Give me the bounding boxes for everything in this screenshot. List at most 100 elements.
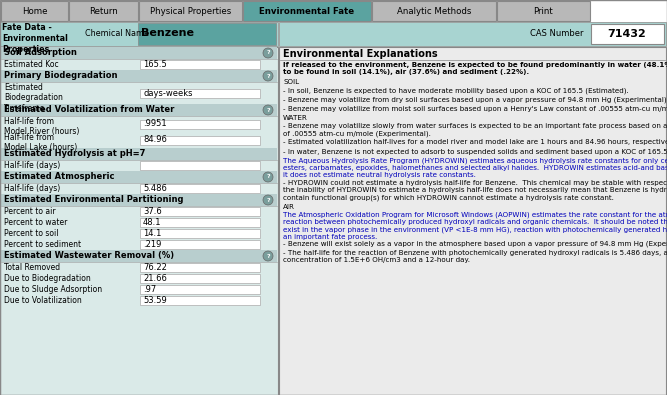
Text: Return: Return <box>89 6 118 15</box>
Bar <box>140 296 260 305</box>
Bar <box>1 148 277 160</box>
Text: ?: ? <box>266 175 270 179</box>
Bar <box>243 1 371 21</box>
Bar <box>140 161 260 170</box>
Text: 165.5: 165.5 <box>143 60 167 69</box>
Bar <box>140 274 260 283</box>
Bar <box>138 23 276 45</box>
Text: Percent to sediment: Percent to sediment <box>4 240 81 249</box>
Bar <box>0 22 278 46</box>
Text: Soil Adsorption: Soil Adsorption <box>4 48 77 57</box>
Text: Estimated Atmospheric: Estimated Atmospheric <box>4 172 115 181</box>
Text: 14.1: 14.1 <box>143 229 161 238</box>
Text: - In soil, Benzene is expected to have moderate mobility based upon a KOC of 165: - In soil, Benzene is expected to have m… <box>283 87 629 94</box>
Text: .219: .219 <box>143 240 161 249</box>
Bar <box>140 240 260 249</box>
Text: 76.22: 76.22 <box>143 263 167 272</box>
Text: The Aqueous Hydrolysis Rate Program (HYDROWIN) estimates aqueous hydrolysis rate: The Aqueous Hydrolysis Rate Program (HYD… <box>283 158 667 179</box>
Text: 48.1: 48.1 <box>143 218 161 227</box>
Text: - HYDROWIN could not estimate a hydrolysis half-life for Benzene.  This chemical: - HYDROWIN could not estimate a hydrolys… <box>283 180 667 201</box>
Text: Half-life from
Model River (hours): Half-life from Model River (hours) <box>4 117 79 136</box>
Bar <box>140 285 260 294</box>
Text: Benzene: Benzene <box>141 28 194 38</box>
Text: Half-life from
Model Lake (hours): Half-life from Model Lake (hours) <box>4 133 77 152</box>
Text: - Benzene may volatilize from moist soil surfaces based upon a Henry's Law const: - Benzene may volatilize from moist soil… <box>283 105 667 112</box>
Text: ?: ? <box>266 198 270 203</box>
Text: .9951: .9951 <box>143 120 167 128</box>
Text: Fate Data -
Environmental
Properties: Fate Data - Environmental Properties <box>2 23 68 53</box>
Circle shape <box>263 195 273 205</box>
Bar <box>1 104 277 116</box>
Bar <box>140 229 260 238</box>
Bar <box>1 70 277 82</box>
Text: The Atmospheric Oxidation Program for Microsoft Windows (AOPWIN) estimates the r: The Atmospheric Oxidation Program for Mi… <box>283 212 667 241</box>
Text: days-weeks: days-weeks <box>143 88 193 98</box>
Text: Estimated Koc: Estimated Koc <box>4 60 59 69</box>
Bar <box>1 1 68 21</box>
Text: ?: ? <box>266 73 270 79</box>
Circle shape <box>263 71 273 81</box>
Bar <box>279 47 666 395</box>
Bar <box>140 60 260 69</box>
Text: Estimated
Biodegradation
Timeframe: Estimated Biodegradation Timeframe <box>4 83 63 113</box>
Text: 21.66: 21.66 <box>143 274 167 283</box>
Text: ?: ? <box>266 107 270 113</box>
Bar <box>1 47 277 59</box>
Text: Print: Print <box>534 6 554 15</box>
Text: 53.59: 53.59 <box>143 296 167 305</box>
Circle shape <box>263 48 273 58</box>
Text: Estimated Hydrolysis at pH=7: Estimated Hydrolysis at pH=7 <box>4 149 145 158</box>
Text: WATER: WATER <box>283 115 308 121</box>
Text: Estimated Wastewater Removal (%): Estimated Wastewater Removal (%) <box>4 251 174 260</box>
Bar <box>140 184 260 193</box>
Bar <box>140 207 260 216</box>
Bar <box>139 1 242 21</box>
Bar <box>140 120 260 128</box>
Bar <box>140 88 260 98</box>
Text: .97: .97 <box>143 285 156 294</box>
Text: Percent to air: Percent to air <box>4 207 55 216</box>
Text: Physical Properties: Physical Properties <box>150 6 231 15</box>
Bar <box>591 24 664 44</box>
Text: Half-life (days): Half-life (days) <box>4 161 60 170</box>
Bar <box>1 194 277 206</box>
Bar <box>140 218 260 227</box>
Bar <box>372 1 496 21</box>
Bar <box>140 263 260 272</box>
Bar <box>279 22 666 46</box>
Text: Total Removed: Total Removed <box>4 263 60 272</box>
Text: 5.486: 5.486 <box>143 184 167 193</box>
Text: - Benzene will exist solely as a vapor in the atmosphere based upon a vapor pres: - Benzene will exist solely as a vapor i… <box>283 241 667 247</box>
Text: - Benzene may volatilize slowly from water surfaces is expected to be an importa: - Benzene may volatilize slowly from wat… <box>283 123 667 137</box>
Text: AIR: AIR <box>283 204 295 210</box>
Text: Chemical Name: Chemical Name <box>85 30 149 38</box>
Text: Due to Biodegradation: Due to Biodegradation <box>4 274 91 283</box>
Text: - Benzene may volatilize from dry soil surfaces based upon a vapor pressure of 9: - Benzene may volatilize from dry soil s… <box>283 96 667 103</box>
Circle shape <box>263 172 273 182</box>
Text: Home: Home <box>22 6 47 15</box>
Bar <box>1 250 277 262</box>
Text: Primary Biodegradation: Primary Biodegradation <box>4 71 117 80</box>
Text: ?: ? <box>266 51 270 56</box>
Text: Due to Volatilization: Due to Volatilization <box>4 296 82 305</box>
Circle shape <box>263 105 273 115</box>
Bar <box>1 171 277 183</box>
Text: Estimated Environmental Partitioning: Estimated Environmental Partitioning <box>4 195 183 204</box>
Text: - The half-life for the reaction of Benzene with photochemically generated hydro: - The half-life for the reaction of Benz… <box>283 250 667 263</box>
Text: Percent to soil: Percent to soil <box>4 229 59 238</box>
Text: Half-life (days): Half-life (days) <box>4 184 60 193</box>
Bar <box>140 135 260 145</box>
Text: Estimated Volatilization from Water: Estimated Volatilization from Water <box>4 105 174 114</box>
Text: 84.96: 84.96 <box>143 135 167 145</box>
Text: Environmental Explanations: Environmental Explanations <box>283 49 438 59</box>
Bar <box>69 1 138 21</box>
Text: - In water, Benzene is not expected to adsorb to suspended solids and sediment b: - In water, Benzene is not expected to a… <box>283 149 667 155</box>
Text: ?: ? <box>266 254 270 258</box>
Text: If released to the environment, Benzene is expected to be found predominantly in: If released to the environment, Benzene … <box>283 62 667 75</box>
Text: Due to Sludge Adsorption: Due to Sludge Adsorption <box>4 285 102 294</box>
Bar <box>497 1 590 21</box>
Text: Environmental Fate: Environmental Fate <box>259 6 355 15</box>
Text: Percent to water: Percent to water <box>4 218 67 227</box>
Text: CAS Number: CAS Number <box>530 30 584 38</box>
Text: Analytic Methods: Analytic Methods <box>397 6 471 15</box>
